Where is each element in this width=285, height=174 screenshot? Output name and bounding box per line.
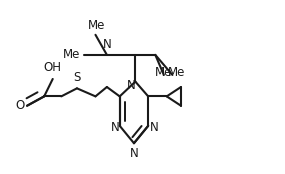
- Text: N: N: [150, 121, 158, 134]
- Text: S: S: [73, 71, 81, 84]
- Text: N: N: [130, 147, 138, 160]
- Text: N: N: [103, 38, 111, 51]
- Text: Me: Me: [88, 19, 105, 32]
- Text: Me: Me: [168, 66, 185, 79]
- Text: OH: OH: [44, 61, 62, 74]
- Text: O: O: [15, 99, 24, 112]
- Text: N: N: [111, 121, 120, 134]
- Text: N: N: [127, 79, 135, 92]
- Text: Me: Me: [62, 48, 80, 61]
- Text: Me: Me: [155, 66, 172, 79]
